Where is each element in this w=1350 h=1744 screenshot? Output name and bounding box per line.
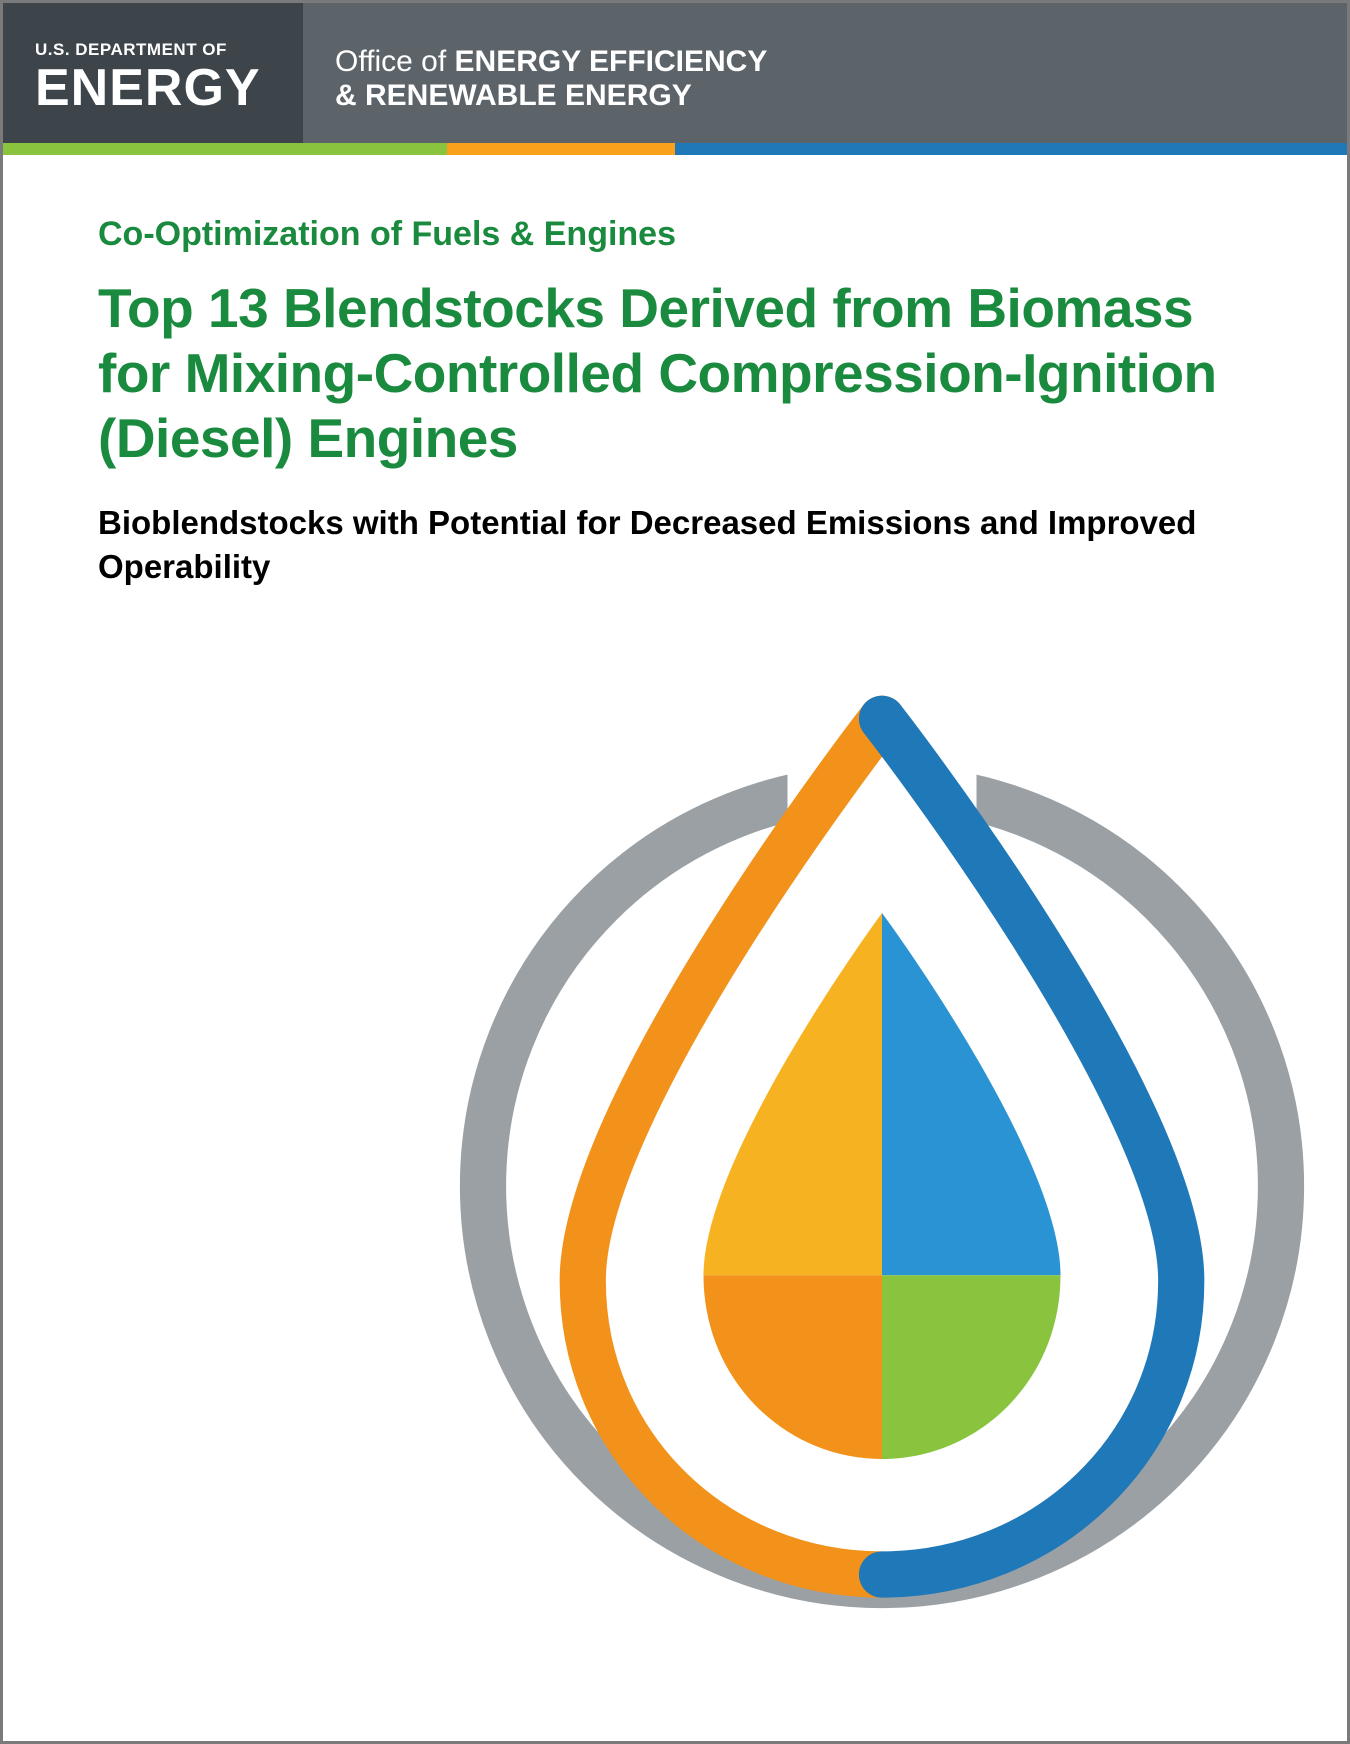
office-block: Office of ENERGY EFFICIENCY & RENEWABLE … [303,3,1347,143]
subtitle: Bioblendstocks with Potential for Decrea… [98,501,1267,590]
main-title: Top 13 Blendstocks Derived from Biomass … [98,276,1267,471]
office-line-1: Office of ENERGY EFFICIENCY [335,45,1323,79]
cover-content: Co-Optimization of Fuels & Engines Top 1… [3,155,1347,590]
office-prefix: Office of [335,45,446,78]
office-line-2: & RENEWABLE ENERGY [335,79,1323,113]
doe-logo-block: U.S. DEPARTMENT OF ENERGY [3,3,303,143]
drop-logo [357,661,1350,1711]
doe-header: U.S. DEPARTMENT OF ENERGY Office of ENER… [3,3,1347,143]
dept-prefix: U.S. DEPARTMENT OF [35,40,279,60]
drop-logo-svg [357,661,1350,1711]
color-seg-0 [3,143,447,155]
accent-color-bar [3,143,1347,155]
color-seg-2 [675,143,1347,155]
office-line1-bold: ENERGY EFFICIENCY [455,45,768,78]
dept-name: ENERGY [35,62,279,114]
eyebrow-title: Co-Optimization of Fuels & Engines [98,215,1267,254]
color-seg-1 [447,143,675,155]
